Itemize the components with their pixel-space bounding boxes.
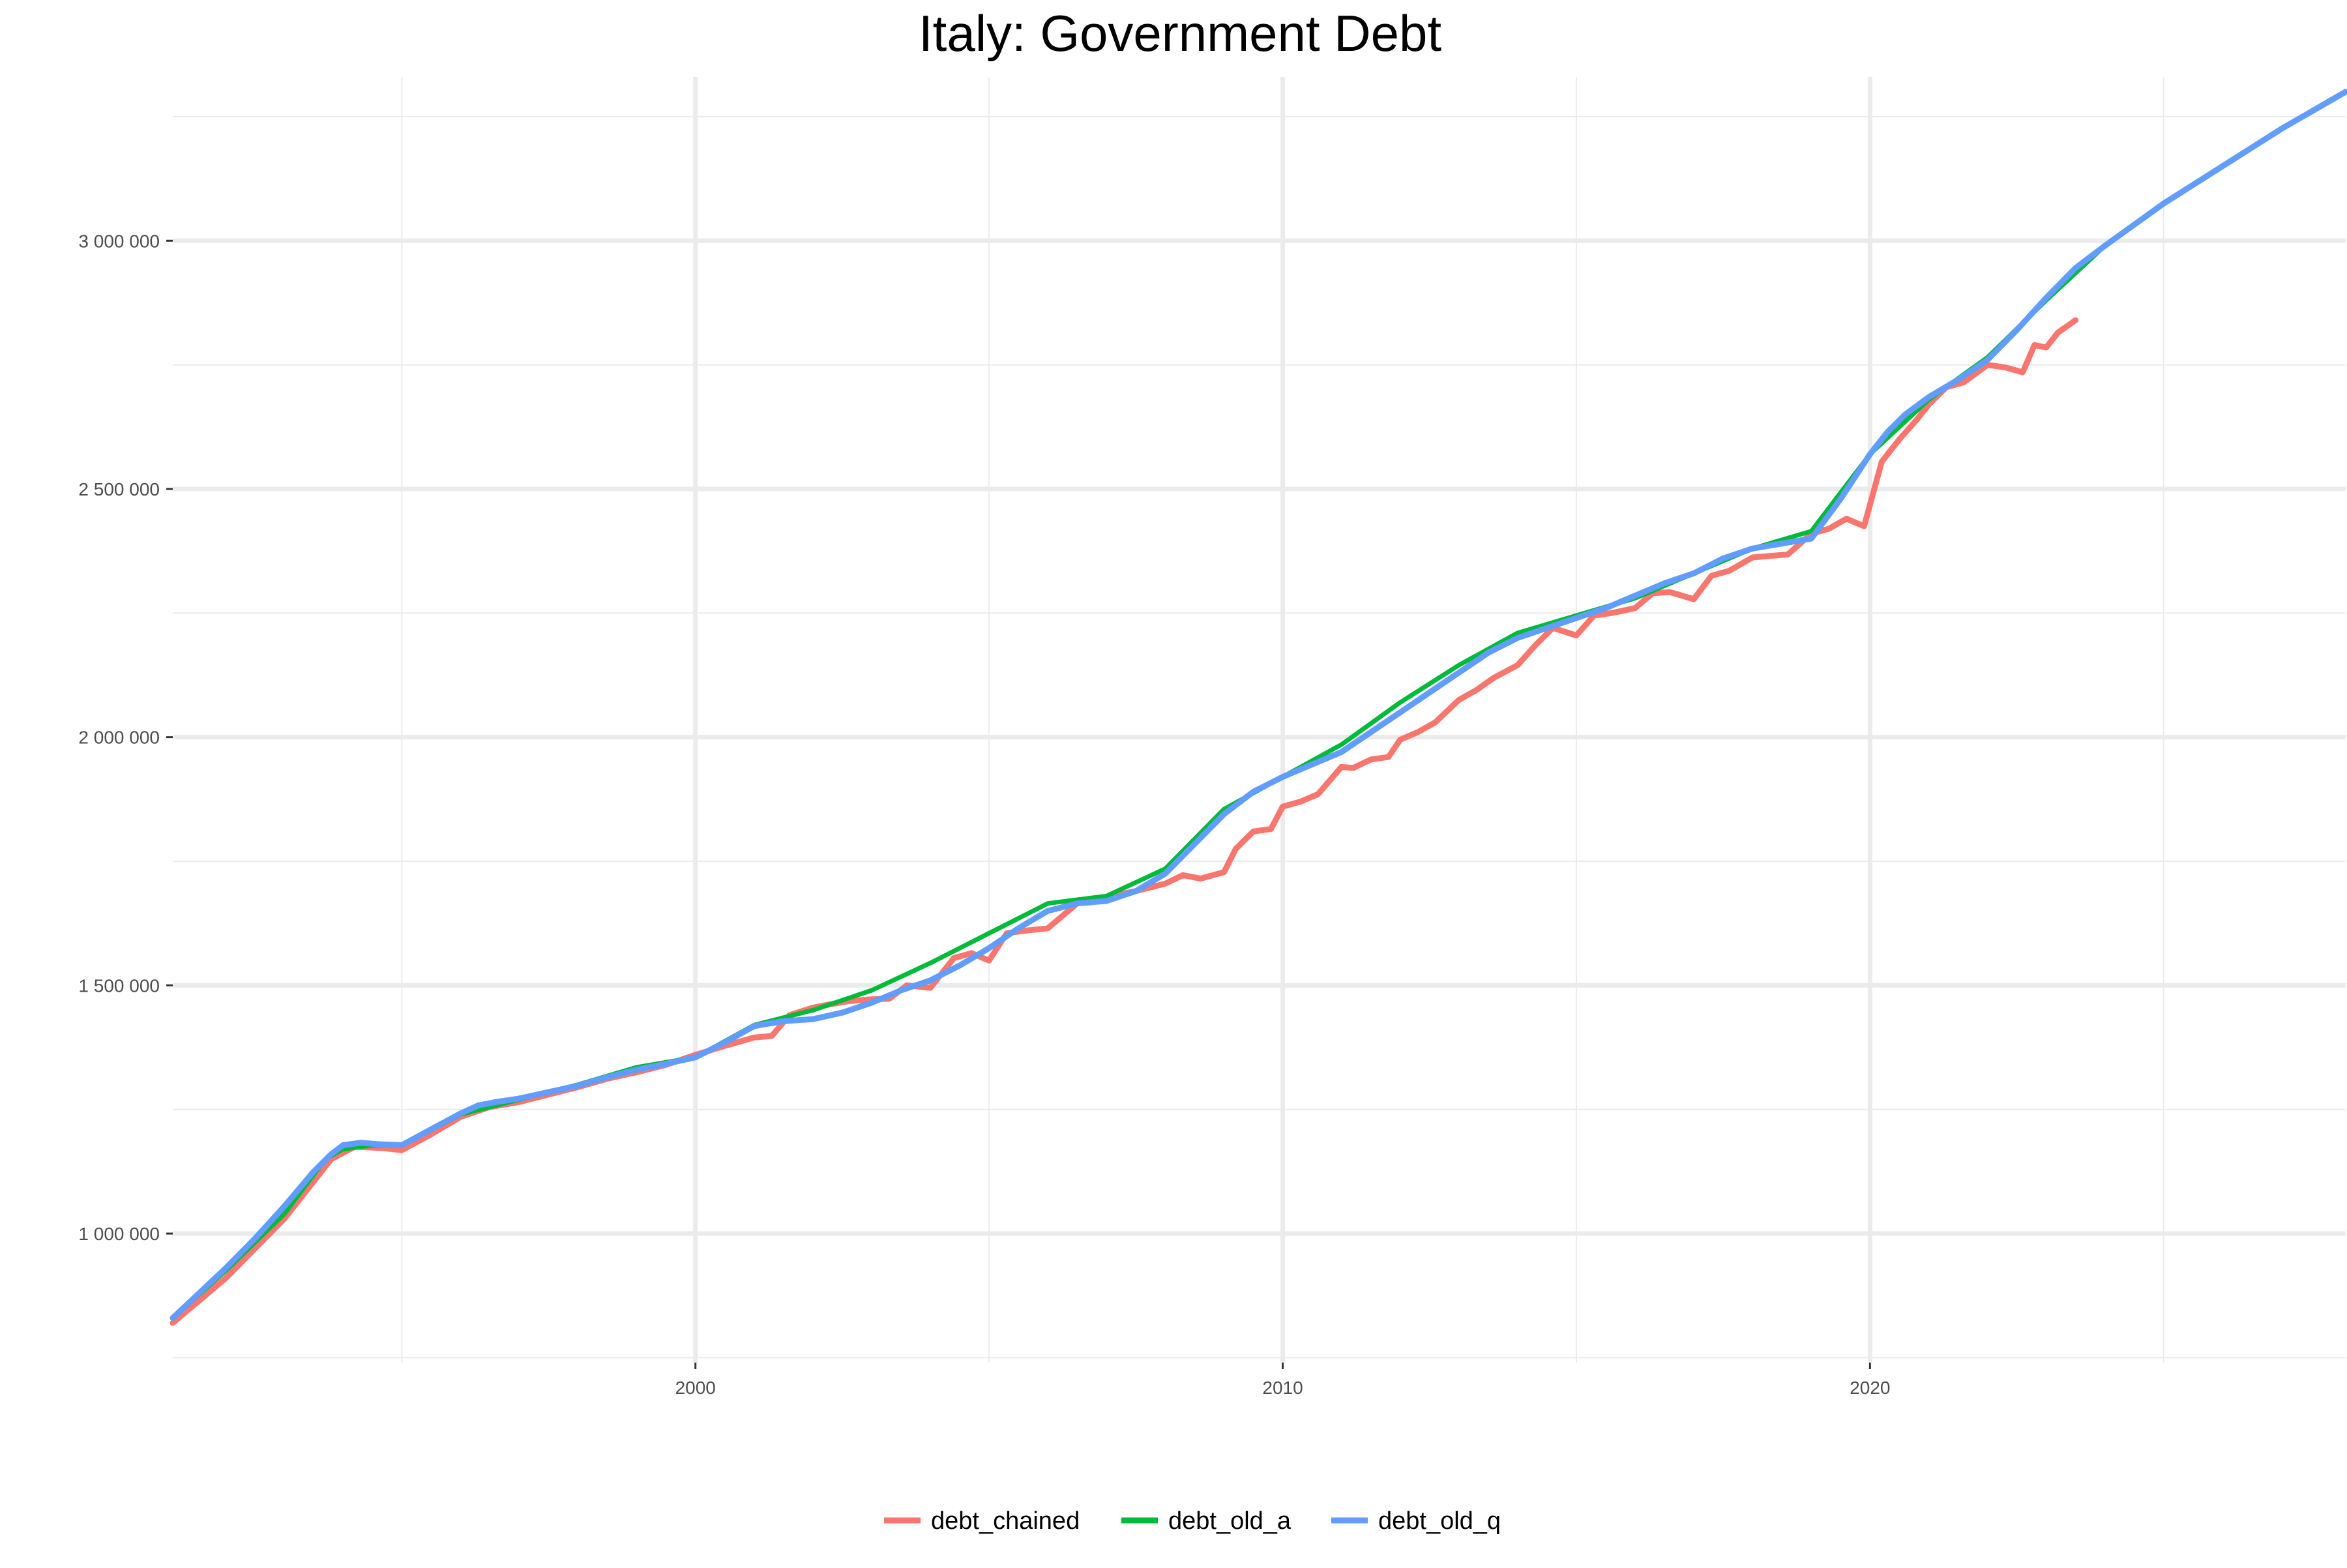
minor-gridlines — [173, 77, 2346, 1363]
y-tick-label: 1 500 000 — [78, 975, 160, 996]
y-tick-label: 2 000 000 — [78, 728, 160, 748]
y-tick-label: 2 500 000 — [78, 479, 160, 499]
x-tick-label: 2010 — [1262, 1378, 1303, 1398]
major-gridlines — [173, 77, 2346, 1363]
axis-ticks — [166, 239, 1871, 1369]
chart-title: Italy: Government Debt — [919, 5, 1441, 62]
tick-labels: 1 000 000 1 500 000 2 000 000 2 500 000 3 00… — [78, 231, 1890, 1398]
series-lines — [170, 89, 2347, 1326]
x-tick-label: 2020 — [1850, 1378, 1890, 1398]
x-tick-label: 2000 — [675, 1378, 716, 1398]
series-line-debt-old-q — [170, 89, 2347, 1321]
y-tick-label: 1 000 000 — [78, 1224, 160, 1244]
legend-label-debt-chained: debt_chained — [931, 1507, 1080, 1535]
y-tick-label: 3 000 000 — [78, 231, 160, 251]
legend: debt_chained debt_old_a debt_old_q — [884, 1507, 1501, 1535]
legend-label-debt-old-q: debt_old_q — [1378, 1507, 1501, 1535]
legend-label-debt-old-a: debt_old_a — [1168, 1507, 1292, 1535]
